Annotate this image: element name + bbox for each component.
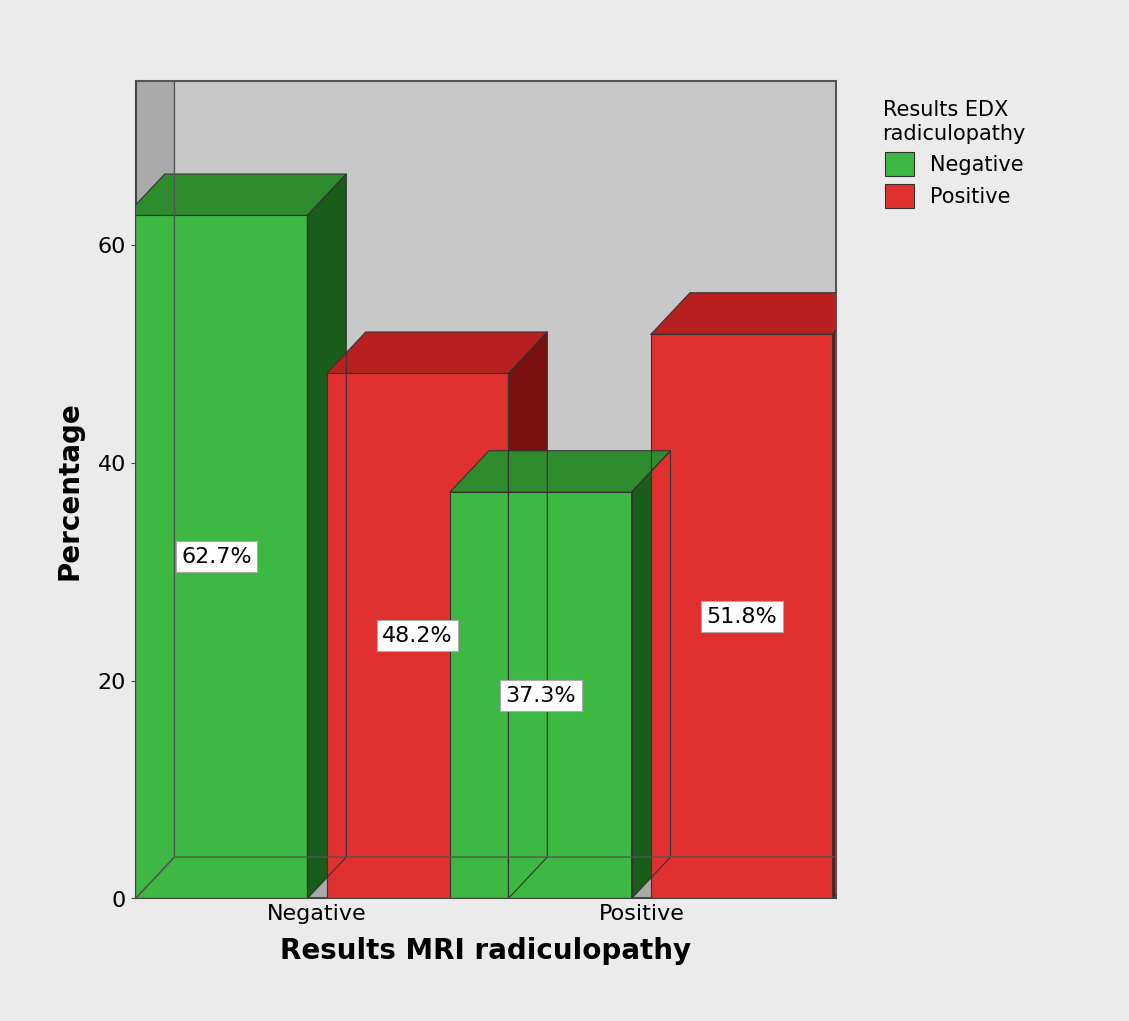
Polygon shape	[307, 175, 347, 898]
Polygon shape	[832, 293, 872, 898]
Polygon shape	[125, 175, 347, 215]
Polygon shape	[135, 40, 174, 898]
Text: 51.8%: 51.8%	[706, 606, 777, 627]
X-axis label: Results MRI radiculopathy: Results MRI radiculopathy	[280, 937, 691, 965]
Polygon shape	[631, 451, 671, 898]
Bar	[650, 334, 832, 898]
Text: 37.3%: 37.3%	[506, 685, 576, 706]
Text: 62.7%: 62.7%	[181, 547, 252, 567]
Bar	[326, 374, 508, 898]
Polygon shape	[508, 332, 548, 898]
Polygon shape	[650, 293, 872, 334]
Bar	[449, 492, 631, 898]
Polygon shape	[326, 332, 548, 374]
Polygon shape	[449, 451, 671, 492]
Bar	[125, 215, 307, 898]
Y-axis label: Percentage: Percentage	[55, 400, 84, 580]
Polygon shape	[135, 857, 874, 898]
Legend: Negative, Positive: Negative, Positive	[874, 92, 1034, 216]
Text: 48.2%: 48.2%	[382, 626, 453, 646]
